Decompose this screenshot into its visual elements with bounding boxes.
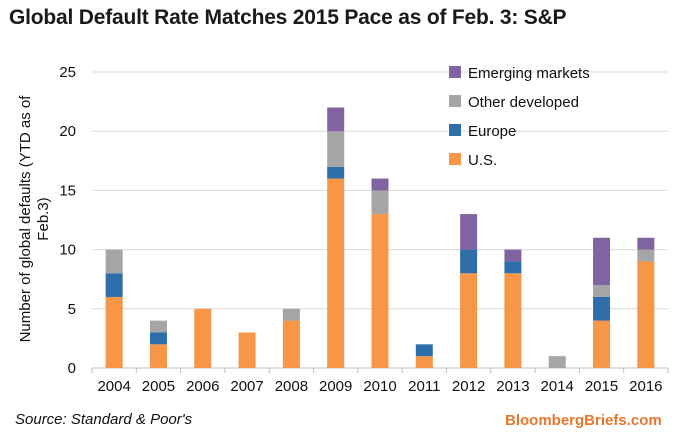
bar-segment-2005-europe bbox=[149, 332, 167, 345]
x-tick-label: 2013 bbox=[496, 378, 529, 395]
x-tick-label: 2007 bbox=[230, 378, 263, 395]
bar-segment-2010-other-developed bbox=[371, 190, 389, 215]
legend-label: Emerging markets bbox=[468, 65, 590, 82]
y-tick-label: 15 bbox=[59, 182, 76, 199]
bar-segment-2004-u-s- bbox=[105, 296, 123, 368]
chart-title: Global Default Rate Matches 2015 Pace as… bbox=[9, 6, 567, 29]
legend-swatch bbox=[449, 124, 461, 136]
bar-segment-2015-u-s- bbox=[593, 320, 611, 368]
x-tick-label: 2005 bbox=[142, 378, 175, 395]
bar-segment-2011-u-s- bbox=[415, 356, 433, 368]
bar-segment-2013-u-s- bbox=[504, 273, 522, 368]
bar-segment-2012-u-s- bbox=[460, 273, 478, 368]
y-tick-label: 10 bbox=[59, 242, 76, 259]
x-tick-label: 2012 bbox=[452, 378, 485, 395]
bar-segment-2012-europe bbox=[460, 249, 478, 274]
y-tick-label: 25 bbox=[59, 64, 76, 81]
bar-segment-2004-other-developed bbox=[105, 249, 123, 274]
bar-segment-2014-other-developed bbox=[548, 356, 566, 368]
bar-segment-2009-europe bbox=[327, 166, 345, 179]
bar-segment-2012-emerging-markets bbox=[460, 214, 478, 250]
source-note: Source: Standard & Poor's bbox=[15, 411, 193, 428]
legend-label: U.S. bbox=[468, 152, 497, 169]
x-tick-label: 2008 bbox=[275, 378, 308, 395]
bar-segment-2009-emerging-markets bbox=[327, 107, 345, 132]
x-tick-label: 2010 bbox=[363, 378, 396, 395]
x-tick-label: 2006 bbox=[186, 378, 219, 395]
bar-segment-2015-emerging-markets bbox=[593, 237, 611, 286]
x-tick-label: 2015 bbox=[585, 378, 618, 395]
x-tick-label: 2014 bbox=[541, 378, 574, 395]
bar-segment-2009-u-s- bbox=[327, 178, 345, 368]
y-tick-label: 0 bbox=[68, 360, 76, 377]
legend-swatch bbox=[449, 153, 461, 165]
bar-segment-2015-other-developed bbox=[593, 285, 611, 297]
bar-segment-2011-europe bbox=[415, 344, 433, 357]
bar-segment-2005-other-developed bbox=[149, 320, 167, 333]
legend-label: Other developed bbox=[468, 94, 579, 111]
bar-segment-2010-u-s- bbox=[371, 214, 389, 368]
legend-swatch bbox=[449, 95, 461, 107]
x-tick-label: 2004 bbox=[97, 378, 130, 395]
bar-segment-2016-other-developed bbox=[637, 249, 655, 262]
bar-segment-2007-u-s- bbox=[238, 332, 256, 368]
y-tick-label: 20 bbox=[59, 123, 76, 140]
bar-segment-2015-europe bbox=[593, 296, 611, 321]
brand-logo-text: BloombergBriefs.com bbox=[505, 412, 662, 429]
bar-segment-2016-u-s- bbox=[637, 261, 655, 368]
legend-swatch bbox=[449, 66, 461, 78]
x-tick-label: 2011 bbox=[408, 378, 440, 395]
x-tick-label: 2016 bbox=[629, 378, 662, 395]
bar-segment-2013-emerging-markets bbox=[504, 249, 522, 262]
x-tick-label: 2009 bbox=[319, 378, 352, 395]
bar-segment-2009-other-developed bbox=[327, 131, 345, 167]
bar-segment-2004-europe bbox=[105, 273, 123, 297]
bar-segment-2006-u-s- bbox=[194, 308, 212, 368]
bar-segment-2016-emerging-markets bbox=[637, 237, 655, 250]
y-tick-label: 5 bbox=[68, 301, 76, 318]
legend-label: Europe bbox=[468, 123, 516, 140]
bar-segment-2013-europe bbox=[504, 261, 522, 274]
bar-segment-2008-other-developed bbox=[282, 308, 300, 321]
bar-segment-2008-u-s- bbox=[282, 320, 300, 368]
bar-segment-2010-emerging-markets bbox=[371, 178, 389, 191]
bar-segment-2005-u-s- bbox=[149, 344, 167, 368]
